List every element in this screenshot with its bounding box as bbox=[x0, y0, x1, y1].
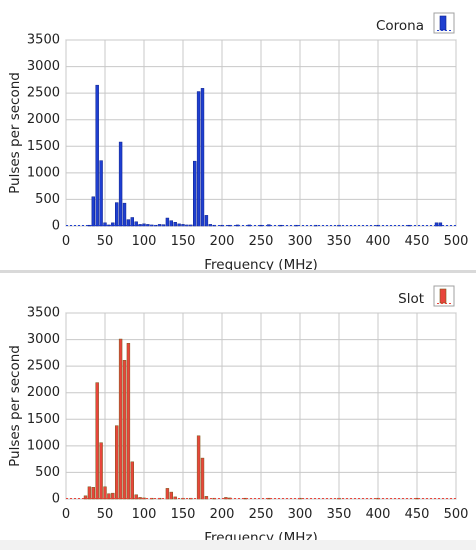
slot-bar bbox=[83, 495, 88, 500]
corona-y-tick-label: 3000 bbox=[27, 59, 60, 74]
corona-bar bbox=[99, 160, 103, 227]
corona-x-tick-label: 0 bbox=[62, 234, 70, 249]
corona-y-tick-label: 3500 bbox=[27, 33, 60, 48]
corona-x-axis-label: Frequency (MHz) bbox=[204, 257, 317, 270]
slot-y-tick-label: 1000 bbox=[27, 438, 60, 453]
slot-x-tick-label: 250 bbox=[249, 507, 274, 522]
corona-y-tick-label: 2500 bbox=[27, 86, 60, 101]
slot-y-tick-label: 1500 bbox=[27, 412, 60, 427]
corona-y-tick-label: 0 bbox=[52, 219, 60, 234]
corona-y-tick-label: 500 bbox=[35, 192, 60, 207]
slot-bar bbox=[87, 486, 92, 500]
slot-chart-panel: 0 500 1000 1500 2000 2500 3000 3500 0 50 100 150 200… bbox=[0, 273, 476, 543]
corona-bar bbox=[200, 88, 205, 227]
slot-bar bbox=[115, 425, 119, 500]
corona-bar bbox=[165, 217, 170, 227]
corona-bar bbox=[134, 221, 138, 227]
slot-y-tick-label: 0 bbox=[52, 492, 60, 507]
corona-y-tick-label: 1000 bbox=[27, 165, 60, 180]
corona-bar bbox=[196, 91, 201, 227]
slot-y-axis-label: Pulses per second bbox=[7, 345, 23, 467]
footer-band bbox=[0, 540, 476, 550]
slot-x-tick-label: 400 bbox=[366, 507, 391, 522]
slot-y-tick-label: 3000 bbox=[27, 332, 60, 347]
corona-bar bbox=[115, 202, 119, 227]
corona-bar bbox=[434, 222, 439, 227]
corona-x-tick-label: 400 bbox=[366, 234, 391, 249]
corona-legend-label: Corona bbox=[376, 18, 424, 34]
corona-bar bbox=[122, 202, 127, 227]
slot-x-tick-label: 100 bbox=[132, 507, 157, 522]
slot-y-tick-label: 500 bbox=[35, 465, 60, 480]
corona-y-tick-label: 1500 bbox=[27, 139, 60, 154]
corona-x-tick-label: 200 bbox=[210, 234, 235, 249]
slot-y-tick-label: 2000 bbox=[27, 385, 60, 400]
slot-bar bbox=[91, 487, 95, 500]
corona-bar bbox=[118, 141, 123, 227]
slot-bar bbox=[107, 493, 111, 500]
slot-bar bbox=[118, 338, 123, 500]
slot-legend-label: Slot bbox=[398, 291, 424, 307]
corona-y-axis-label: Pulses per second bbox=[7, 72, 23, 194]
corona-bar bbox=[95, 84, 99, 227]
corona-legend-swatch bbox=[439, 15, 447, 31]
slot-x-tick-label: 150 bbox=[171, 507, 196, 522]
corona-bar bbox=[111, 222, 115, 227]
corona-bar bbox=[103, 222, 107, 227]
slot-bar bbox=[111, 492, 115, 500]
corona-bar bbox=[193, 160, 197, 227]
corona-bar bbox=[91, 196, 95, 227]
corona-x-tick-label: 500 bbox=[444, 234, 469, 249]
slot-bar bbox=[95, 382, 99, 500]
slot-bar bbox=[103, 486, 107, 500]
slot-y-tick-label: 3500 bbox=[27, 306, 60, 321]
slot-x-tick-label: 200 bbox=[210, 507, 235, 522]
slot-bar bbox=[200, 457, 205, 500]
corona-bar bbox=[126, 219, 131, 227]
corona-bar bbox=[130, 217, 135, 227]
corona-x-tick-label: 300 bbox=[288, 234, 313, 249]
corona-chart: 0 500 1000 1500 2000 2500 3000 3500 0 50 100 150 200… bbox=[7, 12, 469, 270]
slot-bar bbox=[126, 343, 131, 500]
slot-chart: 0 500 1000 1500 2000 2500 3000 3500 0 50 100 150 200… bbox=[7, 285, 469, 543]
slot-bar bbox=[99, 442, 103, 500]
slot-bar bbox=[122, 360, 127, 500]
corona-x-tick-label: 150 bbox=[171, 234, 196, 249]
slot-legend-swatch bbox=[439, 288, 447, 304]
slot-bar bbox=[169, 491, 174, 500]
slot-x-axis-label: Frequency (MHz) bbox=[204, 530, 317, 543]
slot-y-tick-label: 2500 bbox=[27, 359, 60, 374]
corona-x-tick-label: 350 bbox=[327, 234, 352, 249]
corona-bar bbox=[204, 215, 209, 227]
slot-bar bbox=[134, 494, 138, 500]
slot-bar bbox=[196, 435, 201, 500]
slot-x-tick-label: 50 bbox=[97, 507, 114, 522]
slot-x-tick-label: 300 bbox=[288, 507, 313, 522]
slot-x-tick-label: 0 bbox=[62, 507, 70, 522]
corona-x-tick-label: 250 bbox=[249, 234, 274, 249]
corona-x-tick-label: 450 bbox=[405, 234, 430, 249]
corona-x-tick-label: 100 bbox=[132, 234, 157, 249]
corona-y-tick-label: 2000 bbox=[27, 112, 60, 127]
slot-x-tick-label: 350 bbox=[327, 507, 352, 522]
corona-chart-panel: 0 500 1000 1500 2000 2500 3000 3500 0 50 100 150 200… bbox=[0, 0, 476, 270]
corona-bar bbox=[438, 222, 443, 227]
slot-x-tick-label: 450 bbox=[405, 507, 430, 522]
corona-x-tick-label: 50 bbox=[97, 234, 114, 249]
slot-bar bbox=[165, 488, 170, 500]
panel-divider bbox=[0, 270, 476, 273]
slot-x-tick-label: 500 bbox=[444, 507, 469, 522]
slot-bar bbox=[130, 461, 135, 500]
